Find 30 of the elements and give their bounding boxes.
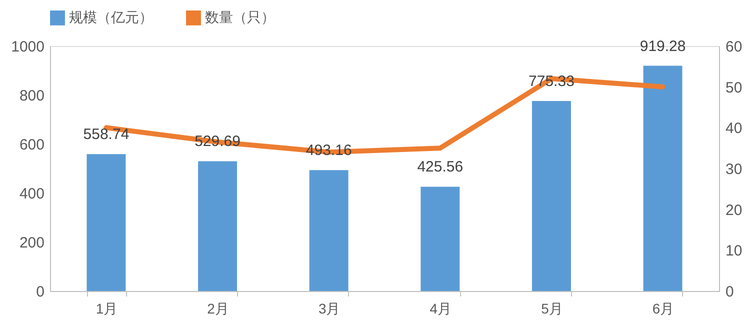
y2-tick-label: 20 xyxy=(726,202,742,219)
bar xyxy=(420,186,460,291)
data-label: 425.56 xyxy=(417,158,464,176)
y2-tick-label: 60 xyxy=(726,38,742,56)
x-tick-label: 6月 xyxy=(652,300,674,316)
y-tick-label: 400 xyxy=(19,186,44,202)
bar xyxy=(532,101,571,291)
y-tick-label: 600 xyxy=(19,136,44,154)
y2-tick-label: 0 xyxy=(726,284,734,300)
x-tick-label: 5月 xyxy=(541,300,563,316)
data-label: 558.74 xyxy=(83,126,130,144)
x-tick-label: 3月 xyxy=(318,300,340,316)
y2-tick-label: 30 xyxy=(726,161,742,178)
x-tick-label: 1月 xyxy=(96,300,118,316)
bar xyxy=(643,66,682,291)
y-tick-label: 200 xyxy=(19,234,44,252)
x-tick-label: 4月 xyxy=(430,300,452,316)
data-label: 919.28 xyxy=(640,38,686,55)
x-tick-label: 2月 xyxy=(207,300,229,316)
bar xyxy=(309,170,348,291)
y2-tick-label: 10 xyxy=(726,242,742,260)
y2-tick-label: 40 xyxy=(726,120,742,138)
legend-label: 规模（亿元） xyxy=(69,8,153,25)
y-tick-label: 800 xyxy=(19,88,44,104)
bar xyxy=(86,154,126,291)
y-tick-label: 1000 xyxy=(11,38,44,56)
legend-label: 数量（只） xyxy=(205,8,275,25)
y2-tick-label: 50 xyxy=(726,79,742,96)
bar xyxy=(198,161,238,291)
y-tick-label: 0 xyxy=(36,284,44,300)
